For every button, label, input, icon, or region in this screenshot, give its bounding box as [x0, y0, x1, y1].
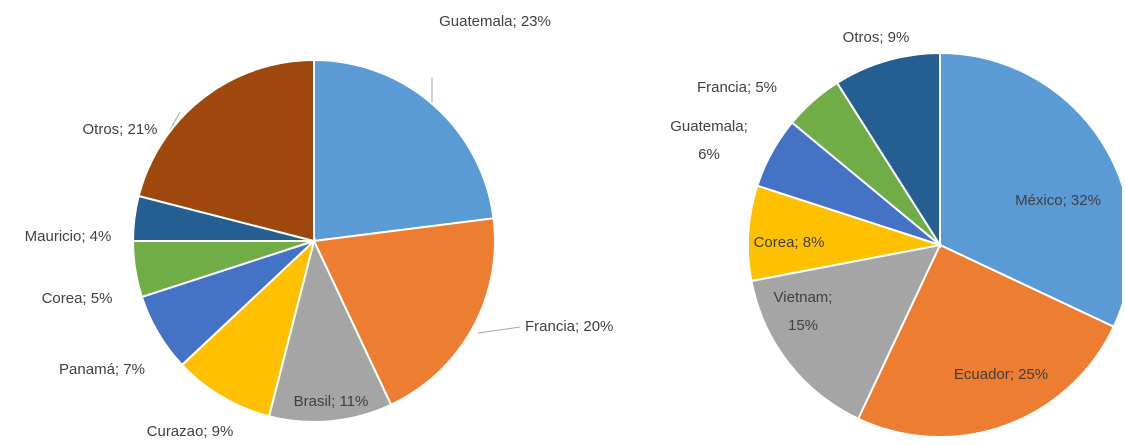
pie-slice	[856, 243, 1116, 438]
data-label: Guatemala; 23%	[439, 13, 551, 30]
pie-slice	[137, 58, 315, 243]
data-label: Panamá; 7%	[59, 361, 145, 378]
data-label: Francia; 20%	[525, 318, 613, 335]
data-label: Corea; 5%	[42, 290, 113, 307]
data-label: Corea; 8%	[754, 234, 825, 251]
data-label: México; 32%	[1015, 192, 1101, 209]
pie-slice	[939, 51, 1122, 329]
pie-slice	[312, 217, 496, 407]
pie-slice	[180, 237, 316, 418]
chart-area: Guatemala; 23% Francia; 20% Brasil; 11% Cur…	[25, 13, 1122, 440]
pie-slice	[747, 184, 941, 283]
data-label: Mauricio; 4%	[25, 228, 112, 245]
data-label: Curazao; 9%	[147, 423, 234, 440]
pie-slice	[313, 58, 495, 243]
data-label: Ecuador; 25%	[954, 366, 1048, 383]
data-label: 15%	[788, 317, 818, 334]
pie-slice	[750, 243, 942, 421]
leader-line	[169, 111, 181, 131]
data-label: Brasil; 11%	[294, 393, 369, 410]
leader-line	[477, 326, 521, 334]
data-label: Guatemala;	[670, 118, 748, 135]
data-label: 6%	[698, 146, 720, 163]
pie-slice	[835, 51, 941, 249]
data-label: Vietnam;	[774, 289, 833, 306]
data-label: Otros; 9%	[843, 29, 910, 46]
data-label: Otros; 21%	[82, 121, 157, 138]
pie-slice	[267, 238, 393, 423]
data-label: Francia; 5%	[697, 79, 777, 96]
